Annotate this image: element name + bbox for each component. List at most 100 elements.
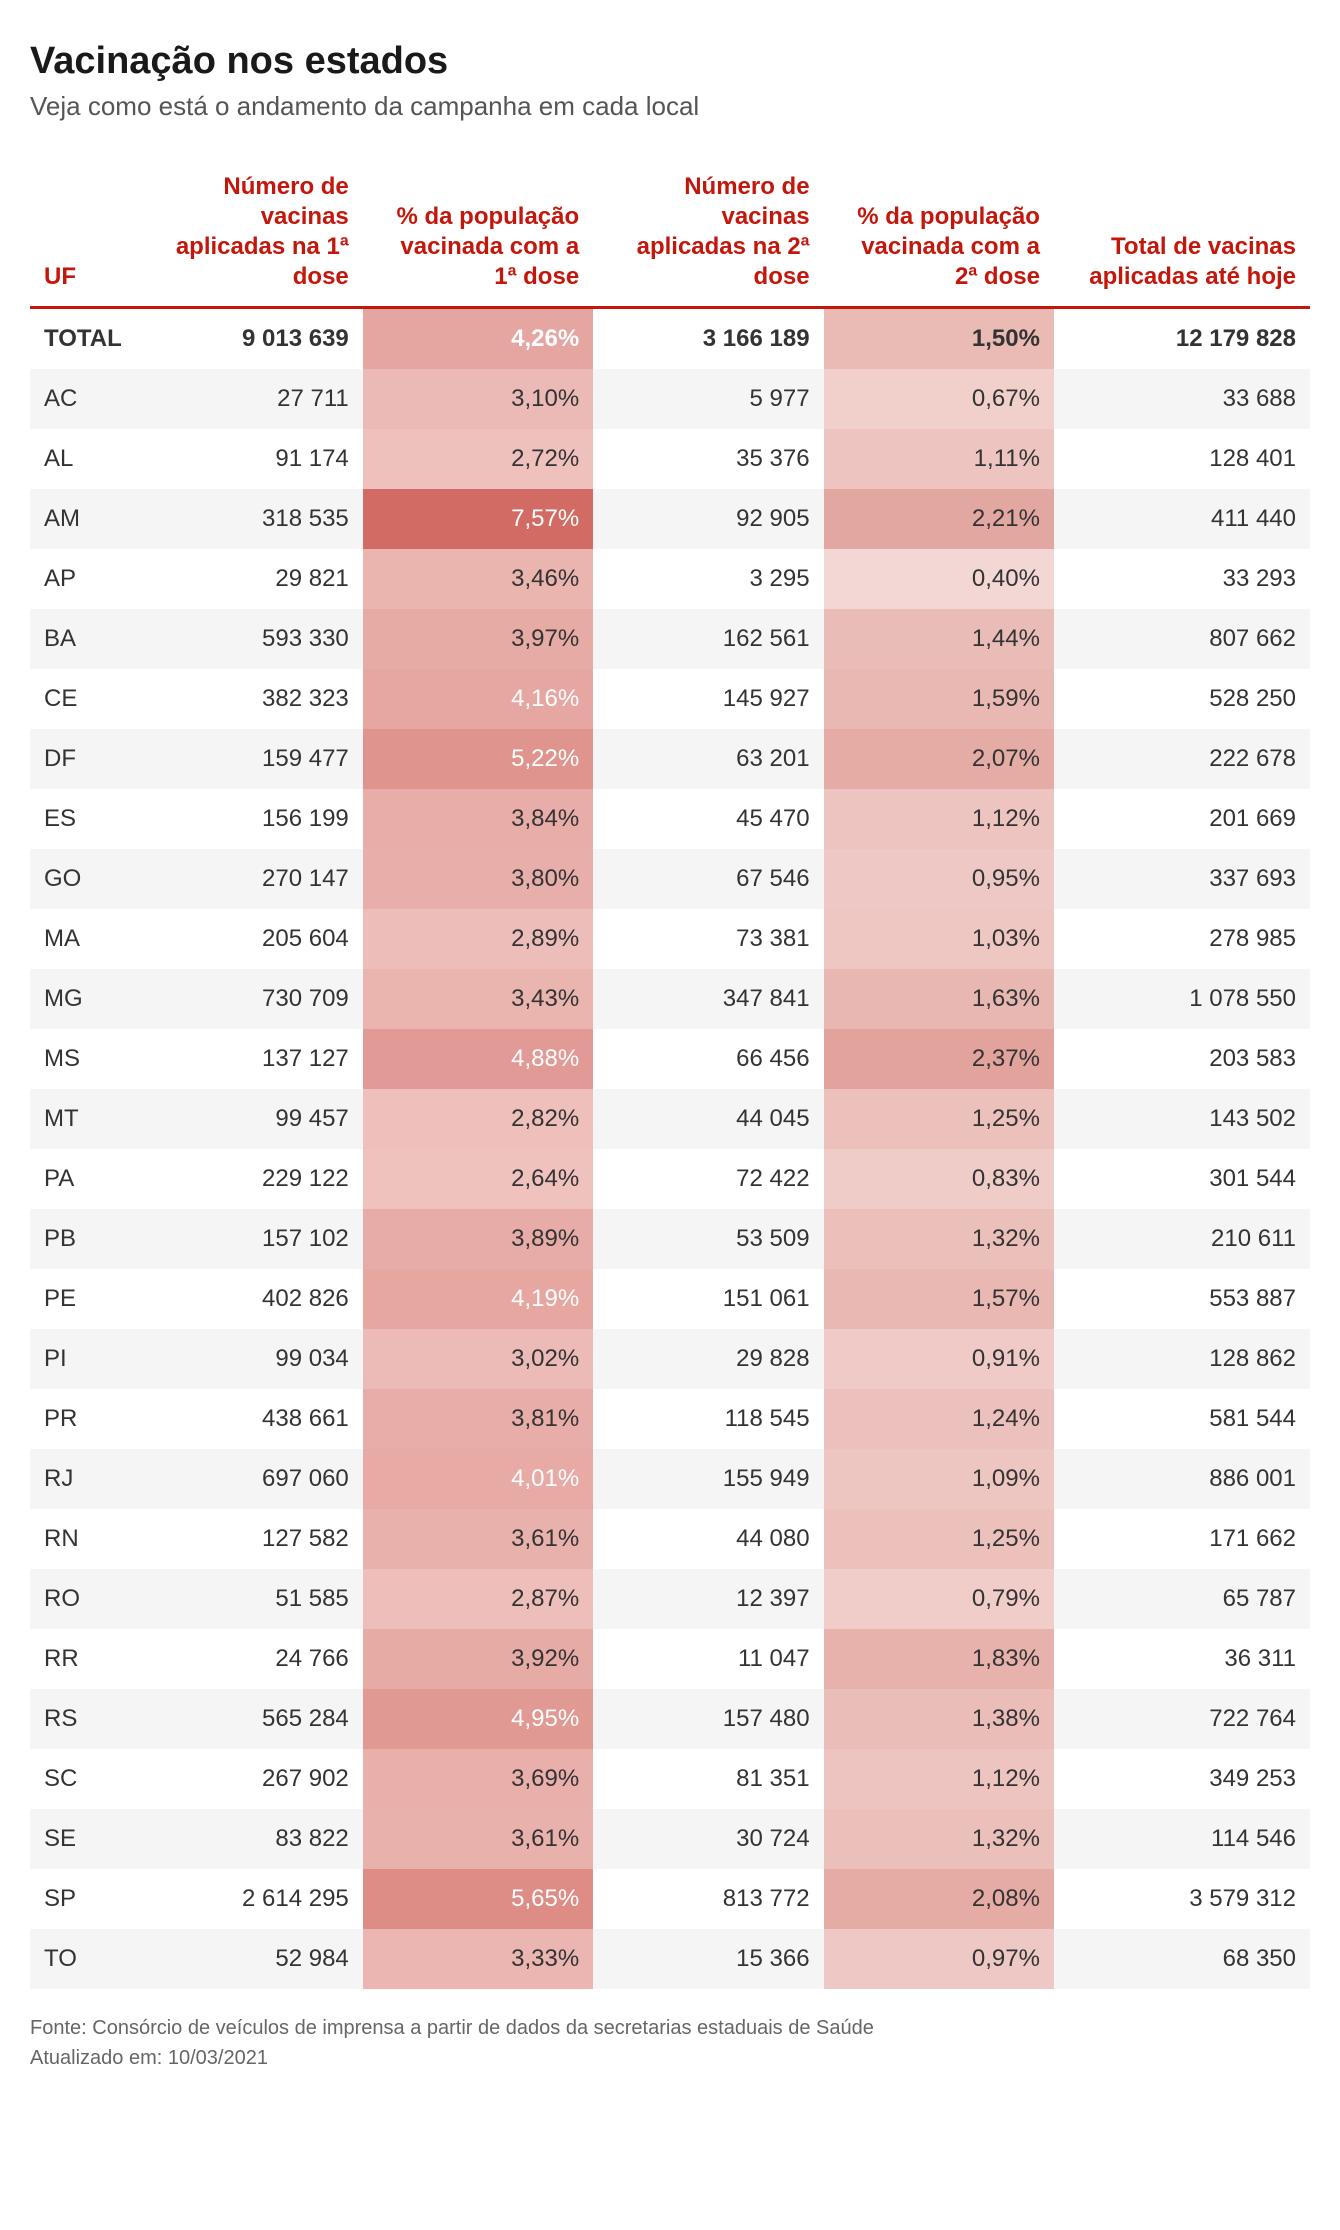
vaccination-table: UF Número de vacinas aplicadas na 1ª dos… [30, 162, 1310, 1989]
cell-pct2: 1,24% [824, 1389, 1054, 1449]
table-body: TOTAL9 013 6394,26%3 166 1891,50%12 179 … [30, 308, 1310, 1990]
cell-pct1: 2,64% [363, 1149, 593, 1209]
cell-dose1: 9 013 639 [132, 308, 362, 370]
table-row: PR438 6613,81%118 5451,24%581 544 [30, 1389, 1310, 1449]
cell-total: 33 688 [1054, 369, 1310, 429]
cell-pct2: 1,25% [824, 1089, 1054, 1149]
cell-pct1: 2,72% [363, 429, 593, 489]
cell-dose2: 44 080 [593, 1509, 823, 1569]
cell-total: 337 693 [1054, 849, 1310, 909]
cell-pct2: 1,12% [824, 1749, 1054, 1809]
cell-pct1: 3,02% [363, 1329, 593, 1389]
table-row: MT99 4572,82%44 0451,25%143 502 [30, 1089, 1310, 1149]
cell-pct2: 1,11% [824, 429, 1054, 489]
cell-dose1: 137 127 [132, 1029, 362, 1089]
cell-pct2: 1,44% [824, 609, 1054, 669]
table-row: DF159 4775,22%63 2012,07%222 678 [30, 729, 1310, 789]
cell-uf: SP [30, 1869, 132, 1929]
cell-dose1: 159 477 [132, 729, 362, 789]
cell-pct2: 2,37% [824, 1029, 1054, 1089]
cell-total: 3 579 312 [1054, 1869, 1310, 1929]
cell-dose2: 92 905 [593, 489, 823, 549]
cell-dose1: 270 147 [132, 849, 362, 909]
table-row: SE83 8223,61%30 7241,32%114 546 [30, 1809, 1310, 1869]
cell-dose1: 157 102 [132, 1209, 362, 1269]
cell-total: 210 611 [1054, 1209, 1310, 1269]
cell-total: 722 764 [1054, 1689, 1310, 1749]
table-row: CE382 3234,16%145 9271,59%528 250 [30, 669, 1310, 729]
cell-uf: ES [30, 789, 132, 849]
cell-dose1: 438 661 [132, 1389, 362, 1449]
cell-total: 222 678 [1054, 729, 1310, 789]
table-footer: Fonte: Consórcio de veículos de imprensa… [30, 2013, 1310, 2073]
cell-dose1: 29 821 [132, 549, 362, 609]
cell-total: 36 311 [1054, 1629, 1310, 1689]
table-total-row: TOTAL9 013 6394,26%3 166 1891,50%12 179 … [30, 308, 1310, 370]
cell-total: 201 669 [1054, 789, 1310, 849]
cell-pct2: 1,12% [824, 789, 1054, 849]
cell-dose2: 3 166 189 [593, 308, 823, 370]
cell-total: 114 546 [1054, 1809, 1310, 1869]
cell-uf: AP [30, 549, 132, 609]
cell-total: 203 583 [1054, 1029, 1310, 1089]
cell-pct2: 1,59% [824, 669, 1054, 729]
table-row: SC267 9023,69%81 3511,12%349 253 [30, 1749, 1310, 1809]
cell-dose2: 81 351 [593, 1749, 823, 1809]
cell-dose2: 157 480 [593, 1689, 823, 1749]
cell-dose1: 402 826 [132, 1269, 362, 1329]
cell-pct2: 0,91% [824, 1329, 1054, 1389]
table-row: RS565 2844,95%157 4801,38%722 764 [30, 1689, 1310, 1749]
cell-dose1: 697 060 [132, 1449, 362, 1509]
cell-dose2: 162 561 [593, 609, 823, 669]
cell-pct1: 3,61% [363, 1809, 593, 1869]
cell-dose2: 30 724 [593, 1809, 823, 1869]
table-row: AP29 8213,46%3 2950,40%33 293 [30, 549, 1310, 609]
cell-dose2: 29 828 [593, 1329, 823, 1389]
table-row: PB157 1023,89%53 5091,32%210 611 [30, 1209, 1310, 1269]
cell-dose2: 67 546 [593, 849, 823, 909]
cell-dose2: 813 772 [593, 1869, 823, 1929]
cell-dose2: 151 061 [593, 1269, 823, 1329]
cell-uf: MA [30, 909, 132, 969]
col-header-total: Total de vacinas aplicadas até hoje [1054, 162, 1310, 308]
cell-pct1: 2,87% [363, 1569, 593, 1629]
page-subtitle: Veja como está o andamento da campanha e… [30, 91, 1310, 122]
cell-dose1: 99 457 [132, 1089, 362, 1149]
cell-pct2: 2,21% [824, 489, 1054, 549]
cell-uf: MG [30, 969, 132, 1029]
cell-uf: PA [30, 1149, 132, 1209]
cell-pct2: 1,83% [824, 1629, 1054, 1689]
cell-pct1: 3,84% [363, 789, 593, 849]
cell-total: 581 544 [1054, 1389, 1310, 1449]
cell-dose2: 53 509 [593, 1209, 823, 1269]
cell-pct1: 5,65% [363, 1869, 593, 1929]
table-row: RR24 7663,92%11 0471,83%36 311 [30, 1629, 1310, 1689]
cell-uf: SE [30, 1809, 132, 1869]
cell-pct2: 2,08% [824, 1869, 1054, 1929]
cell-pct1: 4,19% [363, 1269, 593, 1329]
cell-dose1: 27 711 [132, 369, 362, 429]
cell-uf: GO [30, 849, 132, 909]
cell-dose2: 63 201 [593, 729, 823, 789]
cell-pct1: 3,97% [363, 609, 593, 669]
table-row: MG730 7093,43%347 8411,63%1 078 550 [30, 969, 1310, 1029]
cell-pct2: 1,03% [824, 909, 1054, 969]
table-row: PE402 8264,19%151 0611,57%553 887 [30, 1269, 1310, 1329]
cell-dose1: 565 284 [132, 1689, 362, 1749]
cell-pct1: 3,46% [363, 549, 593, 609]
table-row: RN127 5823,61%44 0801,25%171 662 [30, 1509, 1310, 1569]
table-row: AL91 1742,72%35 3761,11%128 401 [30, 429, 1310, 489]
cell-uf: TOTAL [30, 308, 132, 370]
cell-dose2: 45 470 [593, 789, 823, 849]
table-row: AM318 5357,57%92 9052,21%411 440 [30, 489, 1310, 549]
cell-dose1: 318 535 [132, 489, 362, 549]
cell-dose1: 267 902 [132, 1749, 362, 1809]
cell-total: 143 502 [1054, 1089, 1310, 1149]
cell-pct1: 3,81% [363, 1389, 593, 1449]
table-row: SP2 614 2955,65%813 7722,08%3 579 312 [30, 1869, 1310, 1929]
table-row: GO270 1473,80%67 5460,95%337 693 [30, 849, 1310, 909]
cell-uf: CE [30, 669, 132, 729]
table-row: AC27 7113,10%5 9770,67%33 688 [30, 369, 1310, 429]
cell-total: 886 001 [1054, 1449, 1310, 1509]
cell-dose2: 66 456 [593, 1029, 823, 1089]
